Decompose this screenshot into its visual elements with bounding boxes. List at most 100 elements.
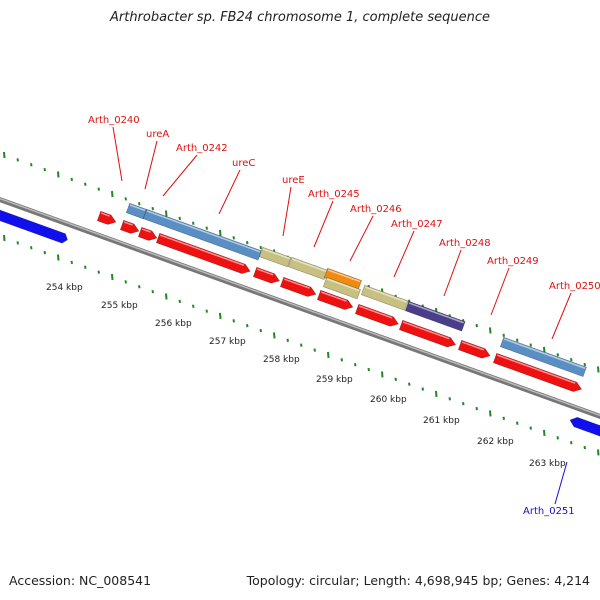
cds-arrow-arth0250-highlight [496,354,576,384]
tick-mark [205,226,208,230]
cds-arrow-ureC-body [155,232,251,274]
tick-mark [205,309,208,313]
connector-urec [218,169,241,215]
tick-mark [246,241,249,245]
gene-box-ureE-highlight [262,248,290,260]
gene-box-arth0245-body [287,256,328,280]
cds-arrow-ureC-highlight [159,234,245,266]
tick-mark [192,304,195,308]
tick-mark [43,167,46,172]
connector-arth-0251 [554,461,568,505]
reverse-gene-left [0,208,68,244]
cds-arrow-ureA-highlight [123,221,133,226]
gene-label-arth-0246: Arth_0246 [350,204,402,215]
tick-mark [3,151,6,159]
cds-arrow-arth0242 [137,226,158,241]
tick-mark [556,353,559,357]
cds-arrow-arth0247-highlight [358,305,393,319]
tick-mark [97,187,100,191]
gene-label-arth-0242: Arth_0242 [176,143,228,154]
cds-arrow-arth0250 [492,352,583,392]
tick-mark [597,449,600,456]
tick-mark [97,270,100,274]
cds-arrow-arth0245 [279,276,317,297]
cds-arrow-ureA [119,219,140,234]
cds-arrow-arth0246-highlight [320,291,347,302]
tick-mark [165,293,168,300]
gene-box-ureE [258,246,292,268]
tick-mark [543,346,546,354]
cds-arrow-ureE-body [252,266,280,284]
kbp-label: 256 kbp [155,319,192,329]
tick-mark [354,363,357,367]
gene-box-arth0246-highlight [327,269,361,283]
cds-arrow-arth0242-body [137,226,158,241]
gene-box-ureC [142,208,262,261]
gene-box-ureA-highlight [129,204,146,212]
gene-box-arth0246-b-body [322,276,361,300]
cds-arrow-ureC [155,232,251,274]
tick-mark [475,323,478,328]
gene-label-arth-0248: Arth_0248 [439,238,491,249]
tick-mark [16,158,19,162]
tick-mark [138,202,141,206]
tick-mark [543,429,546,437]
tick-mark [192,221,195,225]
tick-mark [489,327,492,334]
cds-arrow-arth0248 [398,319,457,348]
kbp-label: 255 kbp [101,301,138,311]
accession-text: Accession: NC_008541 [9,573,152,588]
gene-box-arth0247 [360,284,409,311]
gene-label-uree: ureE [282,175,305,186]
tick-mark [259,245,262,250]
connector-arth-0250 [551,292,572,340]
cds-arrow-ureA-body [119,219,140,234]
cds-arrow-arth0249 [457,339,491,359]
kbp-label: 263 kbp [529,459,566,469]
topology-summary: Topology: circular; Length: 4,698,945 bp… [246,573,590,588]
cds-arrow-arth0250-body [492,352,583,392]
gene-box-arth0246-b [322,276,361,300]
tick-mark [529,426,532,430]
kbp-labels: 254 kbp 255 kbp 256 kbp 257 kbp 258 kbp 259 k… [46,283,566,469]
tick-mark [219,312,222,320]
tick-mark [70,260,73,265]
cds-arrow-arth0240-body [96,210,117,225]
tick-mark [516,338,519,342]
tick-rows [3,151,600,456]
tick-mark [489,410,492,417]
kbp-label: 261 kbp [423,416,460,426]
tick-mark [286,338,289,343]
connector-uree [282,186,292,237]
tick-mark [165,210,168,217]
gene-label-arth-0250: Arth_0250 [549,281,600,292]
tick-mark [556,436,559,440]
gene-box-arth0246-b-highlight [326,278,360,292]
connector-arth-0246 [349,215,374,262]
gene-box-arth0247-body [360,284,409,311]
cds-arrow-arth0247 [354,303,399,327]
gene-box-ureC-body [142,208,262,261]
tick-mark [70,177,73,182]
gene-box-arth0245 [287,256,328,280]
gene-label-arth-0251: Arth_0251 [523,506,575,517]
gene-box-arth0248-body [404,300,466,332]
gene-box-arth0248-highlight [408,302,464,324]
tick-mark [475,406,478,411]
cds-arrow-arth0245-highlight [283,278,310,289]
tick-mark [246,324,249,328]
tick-mark [597,366,600,373]
tick-mark [151,206,154,211]
cds-arrow-arth0249-highlight [461,341,485,351]
cds-arrow-arth0249-body [457,339,491,359]
tick-mark [151,289,154,294]
chromosome-backbone [0,196,600,420]
tick-mark [30,246,33,250]
tick-mark [394,377,397,381]
gene-label-arth-0240: Arth_0240 [88,115,140,126]
tick-mark [57,171,60,178]
kbp-label: 257 kbp [209,337,246,347]
gene-box-arth0248 [404,300,466,332]
gene-box-arth0250-body [499,336,587,377]
